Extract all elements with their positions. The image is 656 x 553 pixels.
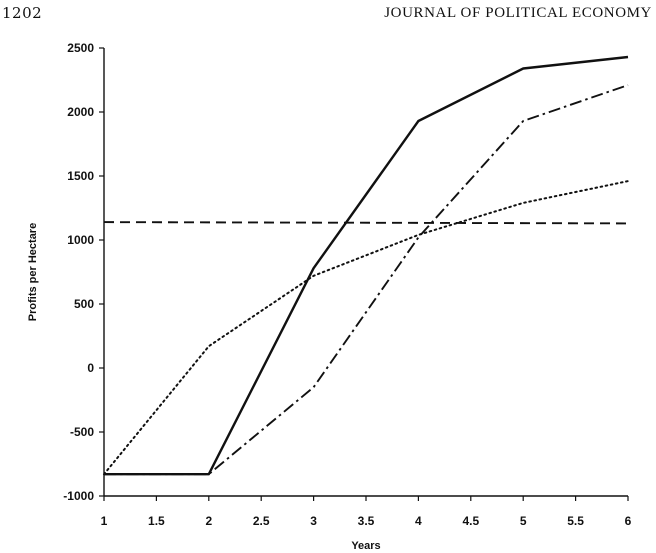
x-tick-label: 2 (205, 514, 212, 528)
x-tick-label: 3.5 (358, 514, 375, 528)
y-tick-label: 500 (74, 297, 94, 311)
series-line-dashdot (104, 84, 629, 476)
journal-title: JOURNAL OF POLITICAL ECONOMY (384, 5, 652, 21)
y-tick-label: 2500 (67, 41, 94, 55)
page-number: 1202 (2, 4, 43, 22)
x-tick-label: 5.5 (567, 514, 584, 528)
series-line-dashed (103, 221, 629, 225)
x-tick-label: 4 (415, 514, 422, 528)
y-tick-label: -500 (70, 425, 94, 439)
x-tick-label: 1 (101, 514, 108, 528)
series-line-solid (104, 55, 629, 476)
x-tick-label: 6 (625, 514, 632, 528)
x-tick-label: 2.5 (253, 514, 270, 528)
x-axis-title: Years (351, 540, 380, 552)
chart-series (103, 55, 629, 476)
x-tick-label: 3 (310, 514, 317, 528)
y-tick-label: 2000 (67, 105, 94, 119)
y-tick-label: -1000 (63, 489, 94, 503)
series-line-dotted (103, 180, 629, 476)
y-tick-label: 1500 (67, 169, 94, 183)
page-header: 1202 JOURNAL OF POLITICAL ECONOMY (0, 0, 656, 30)
x-tick-label: 1.5 (148, 514, 165, 528)
x-tick-label: 5 (520, 514, 527, 528)
y-axis-title: Profits per Hectare (27, 223, 39, 321)
chart-axes (99, 47, 629, 501)
x-tick-label: 4.5 (462, 514, 479, 528)
y-tick-label: 1000 (67, 233, 94, 247)
y-tick-label: 0 (87, 361, 94, 375)
chart-tick-labels: -1000 -500 0 500 1000 1500 2000 2500 1 1.5 2 2.5 3 3.… (63, 41, 631, 528)
